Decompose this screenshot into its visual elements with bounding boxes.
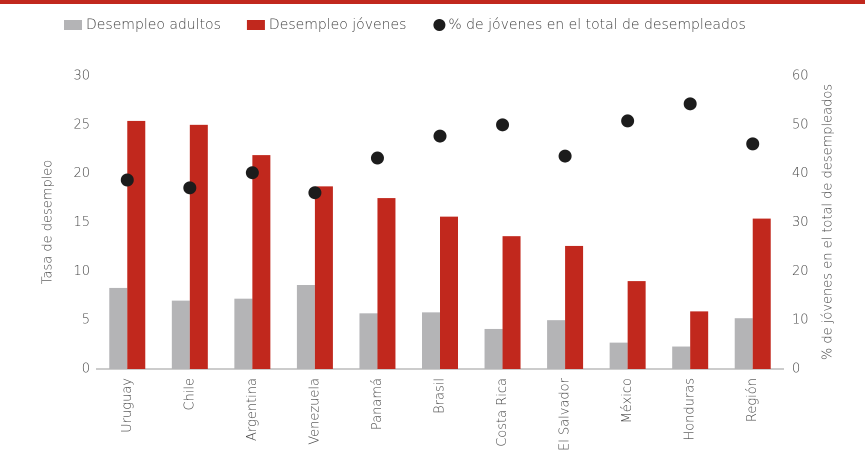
x-tick-label: El Salvador — [558, 377, 573, 451]
bar — [502, 236, 521, 369]
y-tick-label: 20 — [73, 166, 90, 181]
dot — [621, 114, 635, 128]
bar — [359, 313, 378, 369]
y2-axis-label: % de jóvenes en el total de desempleados — [821, 84, 836, 360]
dot — [120, 173, 134, 187]
y2-tick-label: 30 — [792, 215, 809, 230]
y2-tick-label: 60 — [792, 69, 809, 84]
legend-label: Desempleo adultos — [86, 17, 221, 33]
bar — [377, 198, 396, 369]
x-tick-label: Panamá — [370, 378, 385, 430]
y-axis-label: Tasa de desempleo — [41, 160, 56, 285]
legend-label: % de jóvenes en el total de desempleados — [448, 17, 745, 33]
x-tick-label: Chile — [182, 378, 197, 411]
y2-tick-label: 10 — [792, 313, 809, 328]
y2-tick-label: 20 — [792, 264, 809, 279]
legend-label: Desempleo jóvenes — [269, 17, 406, 33]
bar — [484, 328, 503, 369]
y-tick-label: 15 — [73, 215, 90, 230]
y-tick-label: 25 — [73, 117, 90, 132]
top-bar — [0, 0, 865, 4]
legend-swatch — [64, 20, 82, 30]
y-tick-label: 5 — [82, 313, 90, 328]
bar — [234, 298, 253, 369]
dot — [245, 166, 259, 180]
bar — [547, 320, 566, 369]
bar — [171, 300, 190, 369]
dot — [746, 137, 760, 151]
y-tick-label: 30 — [73, 69, 90, 84]
y2-tick-label: 50 — [792, 117, 809, 132]
bar — [127, 120, 146, 369]
y-tick-label: 10 — [73, 264, 90, 279]
x-tick-label: Venezuela — [307, 378, 322, 445]
dot — [496, 118, 510, 132]
dot — [683, 97, 697, 111]
bar — [627, 281, 646, 369]
x-tick-label: Región — [745, 378, 760, 422]
bar — [422, 312, 440, 369]
x-tick-label: Brasil — [433, 378, 448, 414]
dot — [370, 151, 384, 165]
bar — [189, 124, 208, 369]
y2-tick-label: 0 — [792, 362, 800, 377]
y-tick-label: 0 — [82, 362, 90, 377]
bar — [609, 342, 628, 369]
bar — [734, 318, 753, 369]
y2-tick-label: 40 — [792, 166, 809, 181]
x-tick-label: Costa Rica — [495, 378, 510, 447]
bar — [296, 285, 315, 369]
dot — [308, 186, 322, 200]
x-tick-label: Argentina — [245, 378, 260, 441]
x-tick-label: México — [620, 378, 635, 423]
bar — [440, 216, 458, 369]
bar — [252, 155, 271, 369]
x-tick-label: Uruguay — [120, 378, 135, 433]
bar — [314, 186, 333, 369]
bar — [690, 311, 709, 369]
x-tick-label: Honduras — [683, 378, 698, 441]
bar — [565, 245, 584, 369]
dot — [433, 129, 447, 143]
dot — [183, 181, 197, 195]
bar — [752, 218, 771, 369]
dot — [558, 149, 572, 163]
legend-marker — [433, 19, 446, 31]
bar — [672, 346, 691, 369]
bar — [109, 287, 128, 369]
legend-swatch — [246, 20, 265, 30]
